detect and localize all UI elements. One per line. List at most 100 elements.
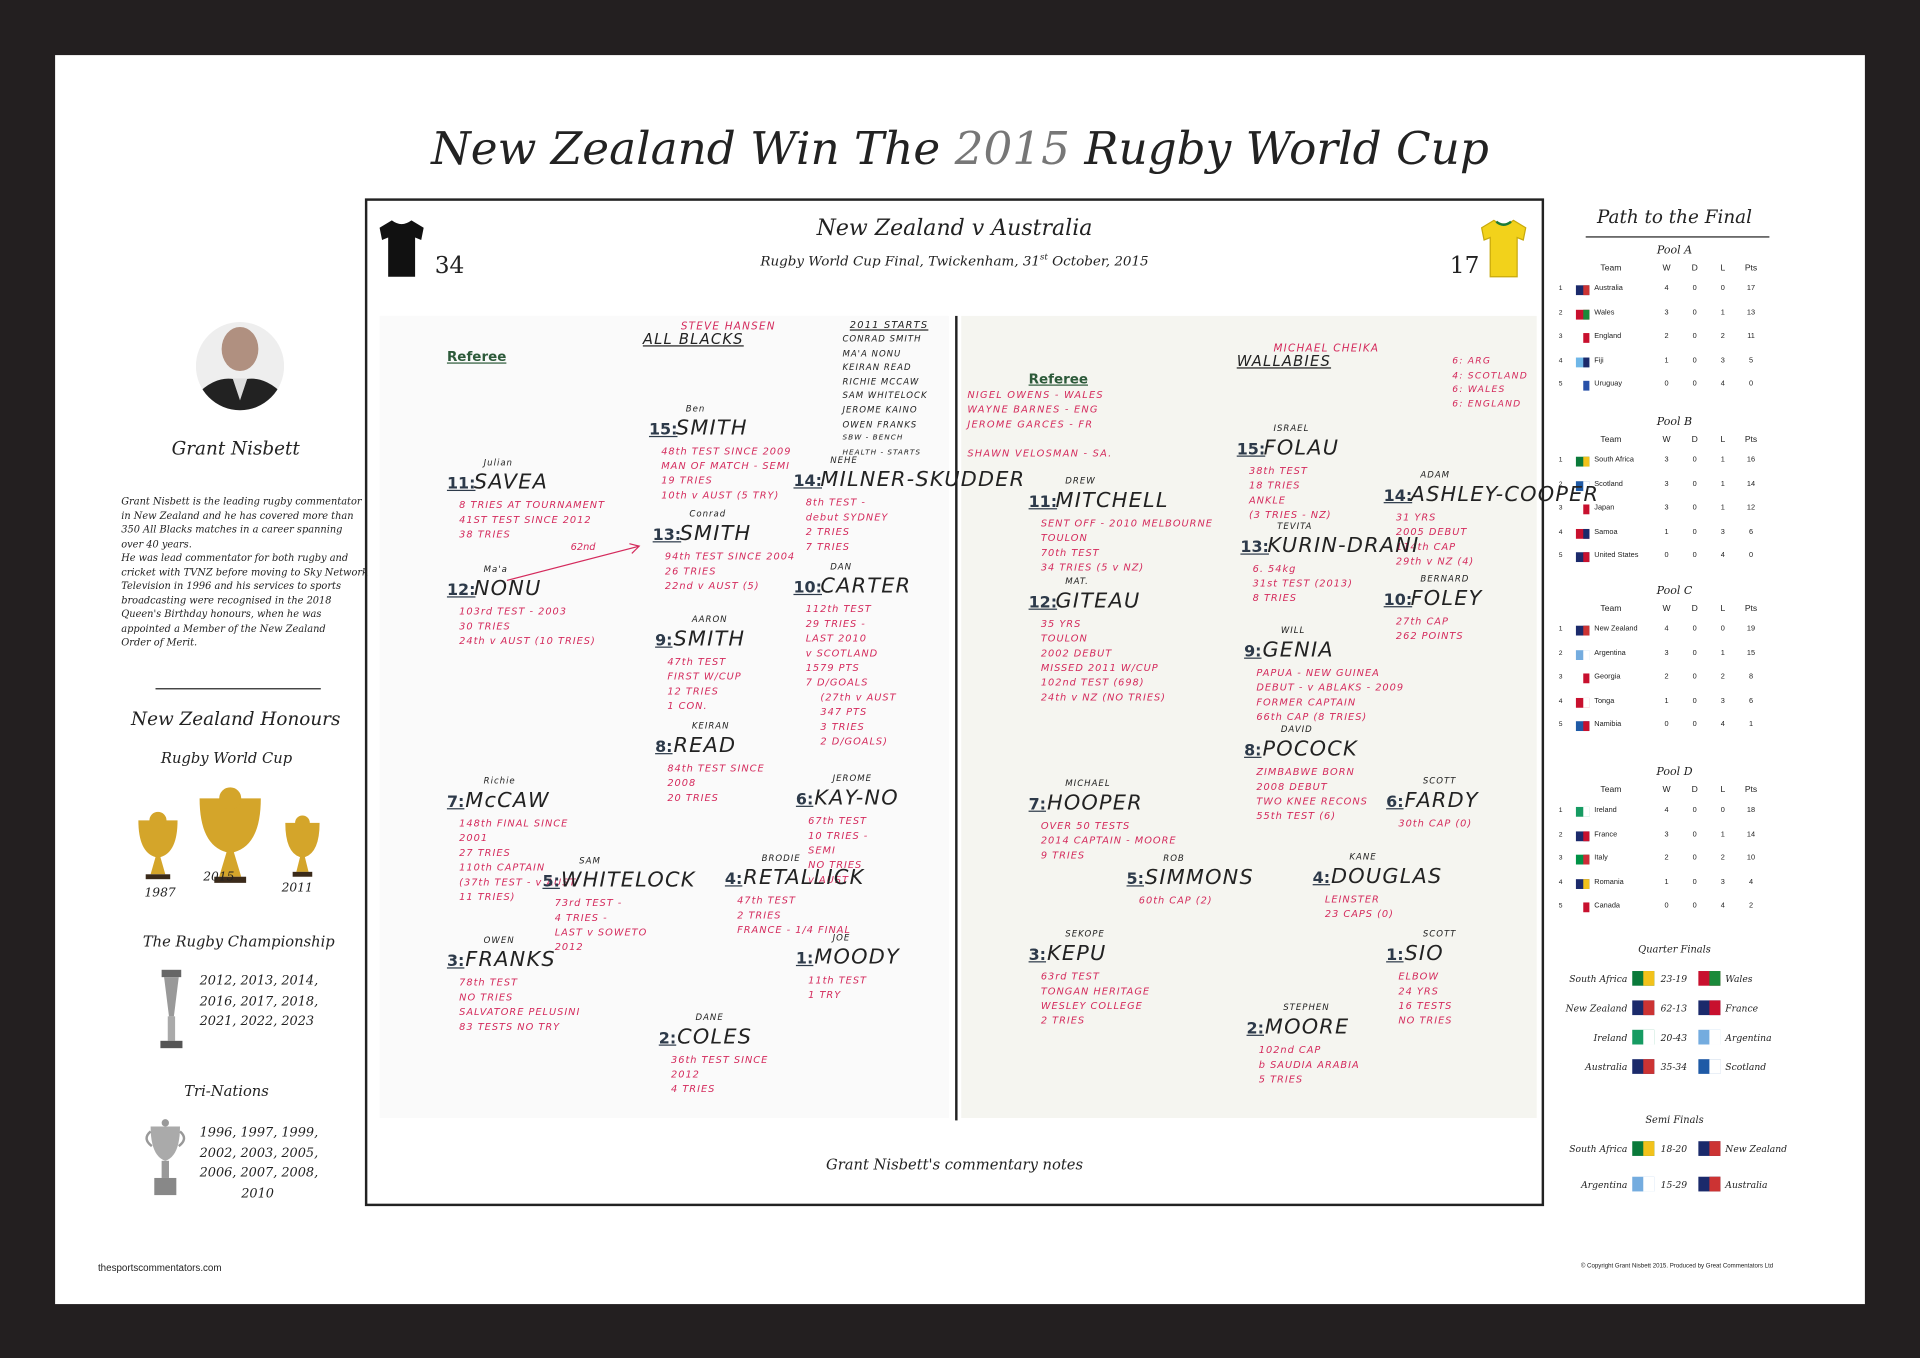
player-note: 2 TRIES bbox=[737, 909, 782, 921]
flag bbox=[1582, 878, 1590, 889]
player-note: b SAUDIA ARABIA bbox=[1258, 1059, 1360, 1071]
divider bbox=[155, 688, 321, 690]
pool-rank: 5 bbox=[1558, 552, 1563, 560]
pool-stat: 2 bbox=[1664, 333, 1669, 341]
path-title: Path to the Final bbox=[1596, 205, 1752, 228]
player-first-name: DAN bbox=[830, 562, 853, 572]
player-note: 35 YRS bbox=[1040, 618, 1082, 630]
player-note: 10 TRIES - bbox=[808, 830, 869, 842]
coach: STEVE HANSEN bbox=[680, 320, 776, 334]
flag bbox=[1575, 356, 1590, 367]
player-note: 24th v NZ (NO TRIES) bbox=[1040, 691, 1166, 703]
player-note: 27th CAP bbox=[1395, 615, 1449, 627]
pool-rank: 5 bbox=[1558, 902, 1563, 910]
player-note: NO TRIES bbox=[459, 991, 514, 1003]
pool-stat: 13 bbox=[1746, 309, 1756, 317]
player-note: 27 TRIES bbox=[459, 847, 511, 859]
pool-column: Pts bbox=[1744, 264, 1758, 274]
player-note: 8 TRIES AT TOURNAMENT bbox=[459, 499, 606, 511]
flag bbox=[1709, 1029, 1721, 1045]
player-note: 83 TESTS NO TRY bbox=[459, 1021, 561, 1033]
pool-rank: 1 bbox=[1558, 625, 1563, 634]
starter: SBW - BENCH bbox=[842, 433, 904, 443]
player-note: MAN OF MATCH - SEMI bbox=[661, 460, 791, 472]
bio-line: broadcasting were recognised in the 2018 bbox=[121, 594, 332, 606]
player-note: 34 TRIES (5 v NZ) bbox=[1040, 562, 1145, 574]
player-note: TONGAN HERITAGE bbox=[1040, 985, 1151, 997]
flag bbox=[1575, 878, 1590, 889]
pool-stat: 1 bbox=[1664, 697, 1669, 705]
pool-stat: 8 bbox=[1748, 673, 1754, 681]
ko-away: New Zealand bbox=[1725, 1143, 1788, 1155]
pool-stat: 4 bbox=[1748, 878, 1754, 886]
pool-stat: 3 bbox=[1664, 649, 1669, 657]
team-name: WALLABIES bbox=[1236, 352, 1332, 370]
ko-away: Scotland bbox=[1725, 1061, 1767, 1073]
flag bbox=[1709, 1059, 1721, 1074]
pool-stat: 0 bbox=[1720, 625, 1725, 634]
title-start: New Zealand Win The bbox=[431, 122, 941, 176]
pool-stat: 0 bbox=[1664, 902, 1669, 910]
pool-rank: 4 bbox=[1558, 528, 1563, 536]
player-number: 10: bbox=[1383, 591, 1413, 610]
player-first-name: MAT. bbox=[1065, 576, 1089, 587]
flag bbox=[1575, 625, 1590, 636]
honours-title: New Zealand Honours bbox=[131, 707, 341, 730]
pool-stat: 3 bbox=[1720, 528, 1725, 536]
flag bbox=[1582, 356, 1590, 367]
pool-stat: 2 bbox=[1664, 673, 1669, 681]
pool-team: South Africa bbox=[1594, 456, 1634, 465]
flag bbox=[1582, 285, 1590, 296]
pool-stat: 19 bbox=[1746, 625, 1756, 634]
away-jersey bbox=[1480, 219, 1527, 278]
ko-score: 20-43 bbox=[1660, 1032, 1688, 1044]
pool-stat: 0 bbox=[1692, 356, 1697, 365]
player-note: v AUST bbox=[808, 874, 850, 886]
ko-home: New Zealand bbox=[1565, 1002, 1628, 1014]
bio-line: in New Zealand and he has covered more t… bbox=[121, 510, 354, 522]
player-note: 47th TEST bbox=[667, 656, 727, 668]
player-first-name: DANE bbox=[695, 1012, 724, 1023]
pool-stat: 6 bbox=[1748, 528, 1754, 536]
commentator-name: Grant Nisbett bbox=[171, 437, 300, 460]
annotation-arrow bbox=[506, 543, 641, 582]
player-number: 14: bbox=[1383, 487, 1413, 506]
flag bbox=[1582, 830, 1590, 841]
ko-score: 18-20 bbox=[1660, 1143, 1688, 1155]
player-number: 3: bbox=[1028, 946, 1047, 965]
pool-rank: 4 bbox=[1558, 697, 1563, 705]
player-note: LAST v SOWETO bbox=[554, 926, 648, 938]
player-note: 12 TRIES bbox=[667, 685, 719, 697]
pool-stat: 3 bbox=[1664, 504, 1669, 512]
player-first-name: ISRAEL bbox=[1273, 423, 1310, 434]
pool-stat: 0 bbox=[1664, 380, 1669, 389]
player-name: KEPU bbox=[1046, 941, 1107, 967]
pool-team: Namibia bbox=[1594, 721, 1622, 729]
player-note: FIRST W/CUP bbox=[667, 671, 742, 683]
player-note: WESLEY COLLEGE bbox=[1040, 1000, 1143, 1012]
player-name: POCOCK bbox=[1262, 737, 1358, 762]
record: 6: ARG bbox=[1452, 355, 1492, 367]
player-note: 9 TRIES bbox=[1040, 849, 1086, 861]
flag bbox=[1582, 673, 1590, 684]
player-note: 2012 bbox=[554, 941, 584, 953]
notes-caption: Grant Nisbett's commentary notes bbox=[825, 1155, 1084, 1174]
flag bbox=[1575, 528, 1590, 539]
pool-column: L bbox=[1720, 435, 1726, 445]
player-note: 11th TEST bbox=[808, 974, 867, 986]
player-note: 29 TRIES - bbox=[805, 618, 866, 630]
player-note: 84th TEST SINCE bbox=[667, 762, 765, 774]
match-title: New Zealand v Australia bbox=[816, 215, 1093, 242]
starter: KEIRAN READ bbox=[842, 362, 912, 373]
ko-score: 35-34 bbox=[1660, 1061, 1688, 1073]
honour-heading: Rugby World Cup bbox=[160, 749, 293, 767]
poster-title: New Zealand Win The 2015 Rugby World Cup bbox=[0, 122, 1920, 175]
player-name: FARDY bbox=[1404, 788, 1479, 814]
player-first-name: DAVID bbox=[1280, 724, 1313, 735]
player-note: 24th v AUST (10 TRIES) bbox=[459, 635, 596, 647]
player-name: GITEAU bbox=[1055, 588, 1141, 614]
starter: HEALTH - STARTS bbox=[842, 447, 922, 457]
pool-rank: 1 bbox=[1558, 806, 1563, 815]
